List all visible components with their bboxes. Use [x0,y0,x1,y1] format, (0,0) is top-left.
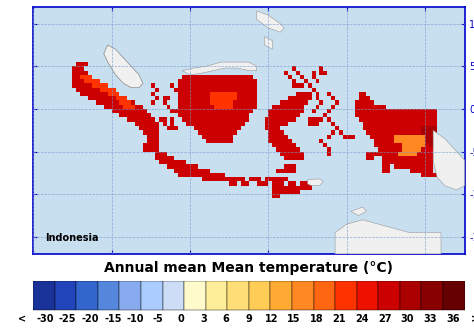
Text: 0: 0 [178,314,184,324]
Text: 30: 30 [401,314,414,324]
Bar [400,282,421,310]
Bar [356,282,378,310]
Polygon shape [104,45,143,88]
Text: <: < [18,314,27,324]
Bar [421,282,443,310]
Bar [292,282,313,310]
Text: 36: 36 [446,314,459,324]
Text: -15: -15 [104,314,122,324]
Bar [313,282,335,310]
Text: 27: 27 [378,314,392,324]
Text: 15: 15 [287,314,301,324]
Polygon shape [433,130,465,190]
Text: 3: 3 [200,314,207,324]
Bar [335,282,356,310]
Text: 33: 33 [423,314,437,324]
Text: -5: -5 [153,314,164,324]
Bar [184,282,206,310]
Bar [55,282,76,310]
Bar [76,282,98,310]
Bar [141,282,163,310]
Bar [119,282,141,310]
Polygon shape [182,62,257,75]
Text: 9: 9 [246,314,252,324]
Bar [163,282,184,310]
Text: 12: 12 [265,314,278,324]
Text: -25: -25 [59,314,76,324]
Text: Annual mean Mean temperature (°C): Annual mean Mean temperature (°C) [104,261,393,275]
Polygon shape [351,207,366,215]
Bar [270,282,292,310]
Text: -20: -20 [82,314,99,324]
Polygon shape [335,220,441,254]
Bar [33,282,55,310]
Text: >: > [471,314,474,324]
Polygon shape [257,11,284,32]
Bar [228,282,249,310]
Text: 6: 6 [223,314,229,324]
Text: 18: 18 [310,314,324,324]
Text: -30: -30 [36,314,54,324]
Text: -10: -10 [127,314,145,324]
Polygon shape [264,37,273,49]
Text: Indonesia: Indonesia [45,233,99,243]
Bar [443,282,465,310]
Text: 21: 21 [333,314,346,324]
Polygon shape [308,179,323,186]
Bar [206,282,228,310]
Bar [249,282,270,310]
Bar [378,282,400,310]
Bar [98,282,119,310]
Text: 24: 24 [356,314,369,324]
